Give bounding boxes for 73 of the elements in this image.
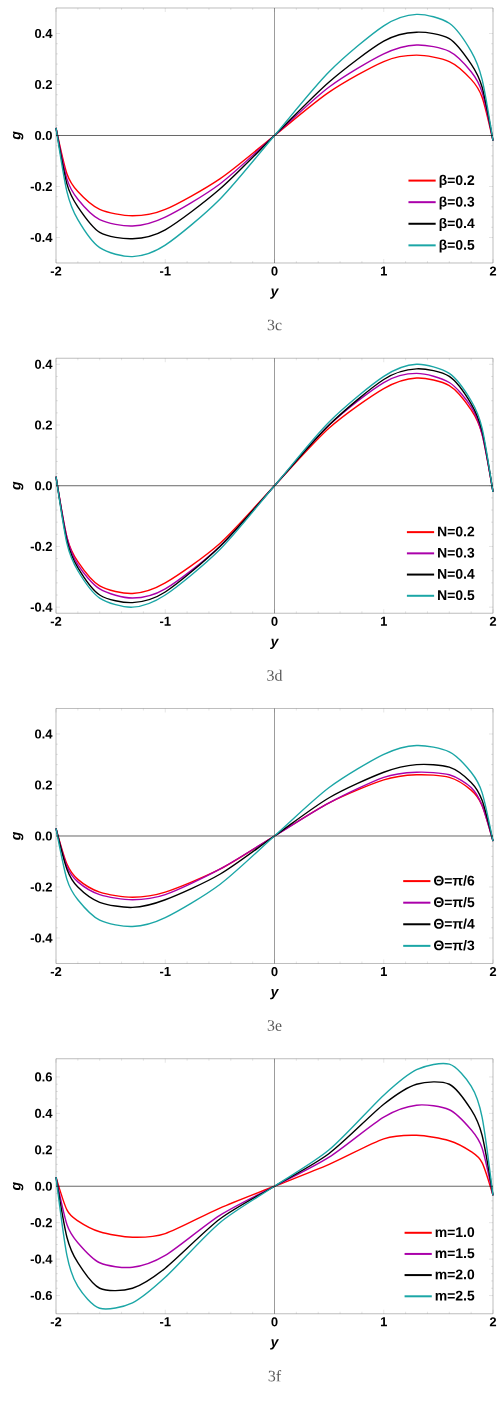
x-tick-label: -1 [159, 266, 171, 276]
text: 3c [267, 319, 282, 331]
y-tick-label: -0.4 [30, 1254, 53, 1264]
legend-label: m=1.0 [435, 1227, 475, 1238]
y-tick-label: -0.2 [30, 882, 52, 892]
y-tick-label: -0.2 [30, 1218, 52, 1228]
x-tick-label: -2 [50, 616, 62, 626]
line-series [55, 744, 494, 928]
x-axis-title: y [270, 288, 279, 299]
y-axis-title: g [12, 481, 24, 491]
y-tick-label: 0.0 [34, 1181, 52, 1191]
x-tick-label: 0 [271, 967, 278, 977]
y-tick-label: 0.4 [34, 359, 53, 369]
y-tick-label: 0.0 [34, 130, 52, 141]
x-axis-title: y [270, 638, 279, 650]
legend-label: β=0.4 [439, 217, 475, 231]
y-tick-label: -0.2 [30, 541, 52, 552]
y-tick-label: 0.0 [34, 831, 52, 841]
text: 3d [267, 669, 283, 681]
x-tick-label: 1 [380, 616, 387, 626]
text: 3e [267, 1020, 282, 1031]
legend-label: β=0.3 [439, 196, 475, 210]
line-series [55, 1104, 494, 1269]
legend-label: β=0.5 [439, 239, 475, 253]
legend-label: N=0.4 [438, 568, 475, 579]
y-tick-label: 0.4 [34, 729, 53, 739]
x-axis-title: y [270, 989, 279, 1000]
legend-label: β=0.2 [439, 174, 475, 188]
y-axis-title: g [12, 1182, 24, 1191]
legend-label: Θ=π/3 [433, 940, 475, 951]
y-tick-label: 0.6 [34, 1072, 53, 1082]
x-tick-label: 2 [489, 266, 497, 276]
x-tick-label: 0 [271, 1317, 278, 1327]
x-tick-label: 1 [380, 1317, 387, 1327]
y-tick-label: -0.4 [30, 232, 53, 243]
y-tick-label: -0.4 [30, 602, 53, 612]
y-tick-label: -0.2 [30, 181, 52, 192]
y-axis-title: g [12, 131, 24, 140]
legend-label: N=0.5 [438, 590, 475, 601]
line-series [55, 1134, 494, 1239]
x-axis-title: y [270, 1339, 279, 1350]
x-tick-label: 2 [489, 616, 497, 626]
legend-label: m=2.5 [435, 1290, 475, 1301]
y-tick-label: 0.2 [34, 79, 52, 90]
y-tick-label: 0.2 [34, 1145, 52, 1155]
y-axis-title: g [12, 831, 24, 841]
y-tick-label: 0.0 [34, 481, 52, 491]
text: 3f [268, 1370, 282, 1382]
x-tick-label: 1 [380, 266, 387, 276]
y-tick-label: 0.2 [34, 420, 52, 430]
x-tick-label: 2 [489, 967, 497, 977]
x-tick-label: 1 [380, 967, 387, 976]
x-tick-label: -1 [159, 967, 171, 976]
x-tick-label: -1 [159, 1317, 171, 1327]
legend-label: N=0.3 [438, 547, 475, 558]
x-tick-label: 0 [271, 266, 278, 276]
legend-label: N=0.2 [438, 526, 475, 537]
legend-label: m=2.0 [435, 1269, 475, 1280]
legend-label: Θ=π/5 [433, 896, 475, 908]
y-tick-label: 0.4 [34, 1108, 53, 1118]
x-tick-label: 0 [271, 616, 278, 626]
legend-label: Θ=π/4 [433, 918, 475, 929]
legend-label: m=1.5 [435, 1248, 475, 1259]
x-tick-label: -2 [50, 266, 62, 276]
x-tick-label: -2 [50, 1317, 62, 1327]
x-tick-label: -1 [159, 616, 171, 626]
y-tick-label: -0.4 [30, 933, 53, 943]
y-tick-label: -0.6 [30, 1290, 53, 1301]
y-tick-label: 0.2 [34, 780, 52, 790]
x-tick-label: 2 [489, 1317, 497, 1327]
y-tick-label: 0.4 [34, 28, 53, 39]
legend-label: Θ=π/6 [433, 875, 475, 886]
x-tick-label: -2 [50, 967, 62, 977]
